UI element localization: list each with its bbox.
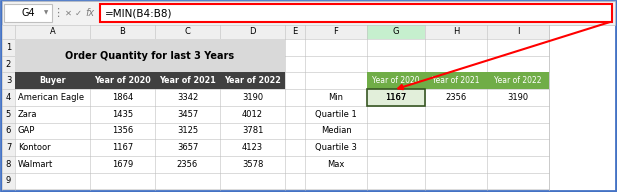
Text: 4: 4 bbox=[6, 93, 11, 102]
Text: B: B bbox=[120, 27, 125, 36]
Text: 3: 3 bbox=[6, 76, 11, 85]
Text: fx: fx bbox=[85, 8, 94, 18]
Text: 1167: 1167 bbox=[112, 143, 133, 152]
Text: Year of 2022: Year of 2022 bbox=[494, 76, 542, 85]
Text: 4012: 4012 bbox=[242, 110, 263, 119]
Bar bbox=[425, 72, 487, 89]
Bar bbox=[2, 39, 15, 190]
Bar bbox=[367, 89, 425, 106]
Bar bbox=[4, 4, 52, 22]
Text: ⋮: ⋮ bbox=[52, 8, 64, 18]
Text: 2356: 2356 bbox=[445, 93, 466, 102]
Text: Min: Min bbox=[328, 93, 344, 102]
Text: Order Quantity for last 3 Years: Order Quantity for last 3 Years bbox=[65, 51, 234, 61]
Bar bbox=[220, 72, 285, 89]
Bar bbox=[367, 72, 425, 89]
Text: ▼: ▼ bbox=[44, 11, 48, 16]
Text: 9: 9 bbox=[6, 176, 11, 185]
Text: 7: 7 bbox=[6, 143, 11, 152]
Text: 3657: 3657 bbox=[177, 143, 198, 152]
Text: 5: 5 bbox=[6, 110, 11, 119]
Text: 1167: 1167 bbox=[386, 93, 407, 102]
Text: 8: 8 bbox=[6, 160, 11, 169]
Text: E: E bbox=[292, 27, 297, 36]
Text: Quartile 1: Quartile 1 bbox=[315, 110, 357, 119]
Text: American Eagle: American Eagle bbox=[18, 93, 84, 102]
Bar bbox=[15, 39, 549, 190]
Bar bbox=[90, 72, 155, 89]
Text: G4: G4 bbox=[21, 8, 35, 18]
Bar bbox=[2, 25, 549, 39]
Text: 1167: 1167 bbox=[386, 93, 407, 102]
Text: 1: 1 bbox=[6, 43, 11, 52]
Bar bbox=[15, 72, 90, 89]
Text: GAP: GAP bbox=[18, 126, 35, 135]
Text: 3578: 3578 bbox=[242, 160, 263, 169]
Text: Walmart: Walmart bbox=[18, 160, 53, 169]
Text: Year of 2022: Year of 2022 bbox=[224, 76, 281, 85]
Text: Max: Max bbox=[327, 160, 345, 169]
Text: 6: 6 bbox=[6, 126, 11, 135]
Text: 3342: 3342 bbox=[177, 93, 198, 102]
Text: I: I bbox=[517, 27, 520, 36]
Text: A: A bbox=[49, 27, 56, 36]
Text: Year of 2021: Year of 2021 bbox=[433, 76, 480, 85]
Bar bbox=[155, 72, 220, 89]
Text: 3457: 3457 bbox=[177, 110, 198, 119]
Text: D: D bbox=[249, 27, 256, 36]
Text: 3781: 3781 bbox=[242, 126, 263, 135]
Text: C: C bbox=[184, 27, 191, 36]
Text: 2: 2 bbox=[6, 60, 11, 69]
Text: 2356: 2356 bbox=[177, 160, 198, 169]
Text: 1679: 1679 bbox=[112, 160, 133, 169]
Bar bbox=[367, 25, 425, 39]
Text: Year of 2020: Year of 2020 bbox=[94, 76, 151, 85]
Text: =MIN(B4:B8): =MIN(B4:B8) bbox=[105, 8, 173, 18]
Text: Kontoor: Kontoor bbox=[18, 143, 51, 152]
Bar bbox=[367, 89, 425, 106]
Text: 3190: 3190 bbox=[507, 93, 529, 102]
Text: Year of 2021: Year of 2021 bbox=[159, 76, 216, 85]
Text: 1356: 1356 bbox=[112, 126, 133, 135]
Text: 3190: 3190 bbox=[242, 93, 263, 102]
Bar bbox=[487, 72, 549, 89]
Text: Year of 2020: Year of 2020 bbox=[372, 76, 420, 85]
Bar bbox=[100, 4, 612, 22]
Text: Median: Median bbox=[321, 126, 351, 135]
Text: G: G bbox=[393, 27, 399, 36]
Bar bbox=[15, 39, 285, 72]
Text: Zara: Zara bbox=[18, 110, 38, 119]
Text: 4123: 4123 bbox=[242, 143, 263, 152]
Text: ✕: ✕ bbox=[65, 8, 72, 17]
Bar bbox=[2, 1, 615, 25]
Text: F: F bbox=[334, 27, 339, 36]
Text: Quartile 3: Quartile 3 bbox=[315, 143, 357, 152]
Text: 1435: 1435 bbox=[112, 110, 133, 119]
Text: 3125: 3125 bbox=[177, 126, 198, 135]
Text: ✓: ✓ bbox=[75, 8, 81, 17]
Text: Buyer: Buyer bbox=[39, 76, 66, 85]
Text: H: H bbox=[453, 27, 459, 36]
Text: 1864: 1864 bbox=[112, 93, 133, 102]
